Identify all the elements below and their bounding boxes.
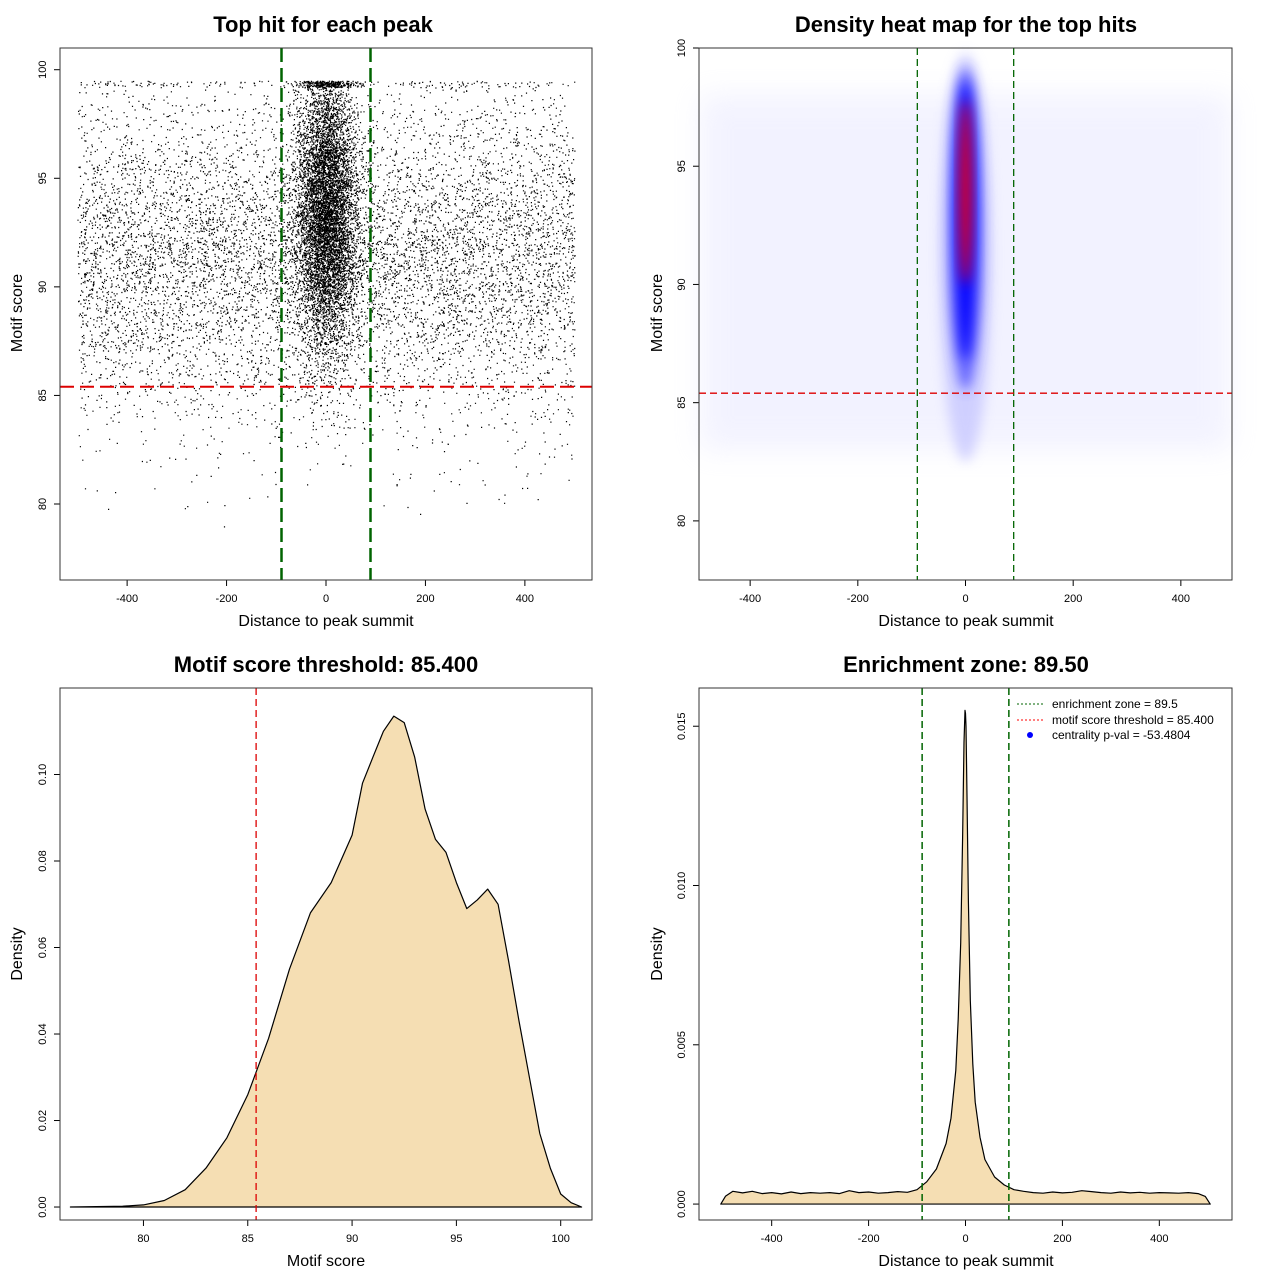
- y-tick-label: 0.015: [676, 712, 688, 740]
- y-tick-label: 80: [37, 498, 49, 510]
- distance-density-area: [720, 709, 1211, 1205]
- score-density-plot-frame: [59, 687, 593, 1221]
- x-tick-label: 200: [416, 593, 434, 605]
- score-density-curve: [69, 715, 583, 1208]
- x-tick-label: 0: [962, 1233, 968, 1245]
- x-tick-label: 95: [450, 1233, 462, 1245]
- x-tick-label: 400: [516, 593, 534, 605]
- y-tick-label: 0.06: [37, 937, 49, 958]
- legend-pval-point: [1027, 732, 1033, 738]
- x-tick-label: -400: [116, 593, 138, 605]
- distance-density-y-axis: 0.000 0.005 0.010 0.015: [676, 712, 700, 1218]
- legend-threshold-label: motif score threshold = 85.400: [1052, 713, 1214, 727]
- score-density-xlabel: Motif score: [287, 1253, 365, 1270]
- scatter-ylabel: Motif score: [9, 274, 26, 352]
- heatmap-xlabel: Distance to peak summit: [878, 613, 1054, 630]
- distance-density-x-axis: -400 -200 0 200 400: [761, 1219, 1168, 1245]
- panel-scatter: Top hit for each peak Distance to peak s…: [9, 12, 593, 630]
- distance-density-plot-frame: [698, 687, 1233, 1221]
- x-tick-label: 85: [242, 1233, 254, 1245]
- distance-density-title: Enrichment zone: 89.50: [843, 652, 1089, 677]
- x-tick-label: 200: [1064, 593, 1082, 605]
- score-density-title: Motif score threshold: 85.400: [174, 652, 478, 677]
- y-tick-label: 90: [676, 278, 688, 290]
- y-tick-label: 80: [676, 515, 688, 527]
- panel-heatmap: Density heat map for the top hits Distan…: [649, 12, 1233, 630]
- scatter-point-cloud: [77, 80, 576, 528]
- legend-pval-label: centrality p-val = -53.4804: [1052, 728, 1191, 742]
- x-tick-label: -400: [739, 593, 761, 605]
- x-tick-label: 400: [1172, 593, 1190, 605]
- score-density-area: [69, 715, 583, 1208]
- score-density-x-axis: 80 85 90 95 100: [137, 1219, 570, 1245]
- heatmap-ylabel: Motif score: [649, 274, 666, 352]
- x-tick-label: -200: [216, 593, 238, 605]
- heatmap-title: Density heat map for the top hits: [795, 12, 1137, 37]
- heatmap-x-axis: -400 -200 0 200 400: [739, 579, 1190, 605]
- x-tick-label: 200: [1053, 1233, 1071, 1245]
- y-tick-label: 0.04: [37, 1023, 49, 1044]
- scatter-points: [77, 80, 576, 528]
- x-tick-label: 80: [137, 1233, 149, 1245]
- x-tick-label: 0: [962, 593, 968, 605]
- y-tick-label: 0.000: [676, 1190, 688, 1218]
- heatmap-y-axis: 80 85 90 95 100: [676, 39, 700, 527]
- y-tick-label: 100: [676, 39, 688, 57]
- x-tick-label: -400: [761, 1233, 783, 1245]
- distance-density-ylabel: Density: [649, 927, 666, 980]
- legend-enrichment-zone-label: enrichment zone = 89.5: [1052, 697, 1178, 711]
- panel-distance-density: Enrichment zone: 89.50 Distance to peak …: [649, 652, 1233, 1270]
- distance-density-xlabel: Distance to peak summit: [878, 1253, 1054, 1270]
- x-tick-label: 0: [323, 593, 329, 605]
- y-tick-label: 0.010: [676, 872, 688, 900]
- y-tick-label: 85: [37, 389, 49, 401]
- x-tick-label: -200: [858, 1233, 880, 1245]
- scatter-y-axis: 80 85 90 95 100: [37, 61, 61, 510]
- x-tick-label: -200: [847, 593, 869, 605]
- y-tick-label: 0.02: [37, 1110, 49, 1131]
- distance-density-reference-lines: [921, 688, 1010, 1220]
- score-density-y-axis: 0.00 0.02 0.04 0.06 0.08 0.10: [37, 764, 61, 1218]
- heatmap-density-layer: [959, 100, 972, 285]
- scatter-x-axis: -400 -200 0 200 400: [116, 579, 534, 605]
- distance-density-curve: [720, 709, 1211, 1205]
- y-tick-label: 85: [676, 397, 688, 409]
- y-tick-label: 0.00: [37, 1196, 49, 1217]
- scatter-xlabel: Distance to peak summit: [238, 613, 414, 630]
- y-tick-label: 90: [37, 281, 49, 293]
- heatmap-reference-lines: [699, 48, 1232, 580]
- x-tick-label: 90: [346, 1233, 358, 1245]
- heatmap-plot-frame: [698, 47, 1233, 581]
- scatter-title: Top hit for each peak: [213, 12, 433, 37]
- y-tick-label: 0.10: [37, 764, 49, 785]
- x-tick-label: 100: [552, 1233, 570, 1245]
- y-tick-label: 0.005: [676, 1031, 688, 1059]
- y-tick-label: 95: [37, 172, 49, 184]
- heatmap-density: [701, 52, 1230, 462]
- y-tick-label: 95: [676, 160, 688, 172]
- score-density-ylabel: Density: [9, 927, 26, 980]
- panel-score-density: Motif score threshold: 85.400 Motif scor…: [9, 652, 593, 1270]
- scatter-reference-lines: [60, 48, 592, 580]
- x-tick-label: 400: [1150, 1233, 1168, 1245]
- distance-density-legend: enrichment zone = 89.5 motif score thres…: [1017, 697, 1214, 742]
- y-tick-label: 0.08: [37, 850, 49, 871]
- y-tick-label: 100: [37, 61, 49, 79]
- scatter-plot-frame: [59, 47, 593, 581]
